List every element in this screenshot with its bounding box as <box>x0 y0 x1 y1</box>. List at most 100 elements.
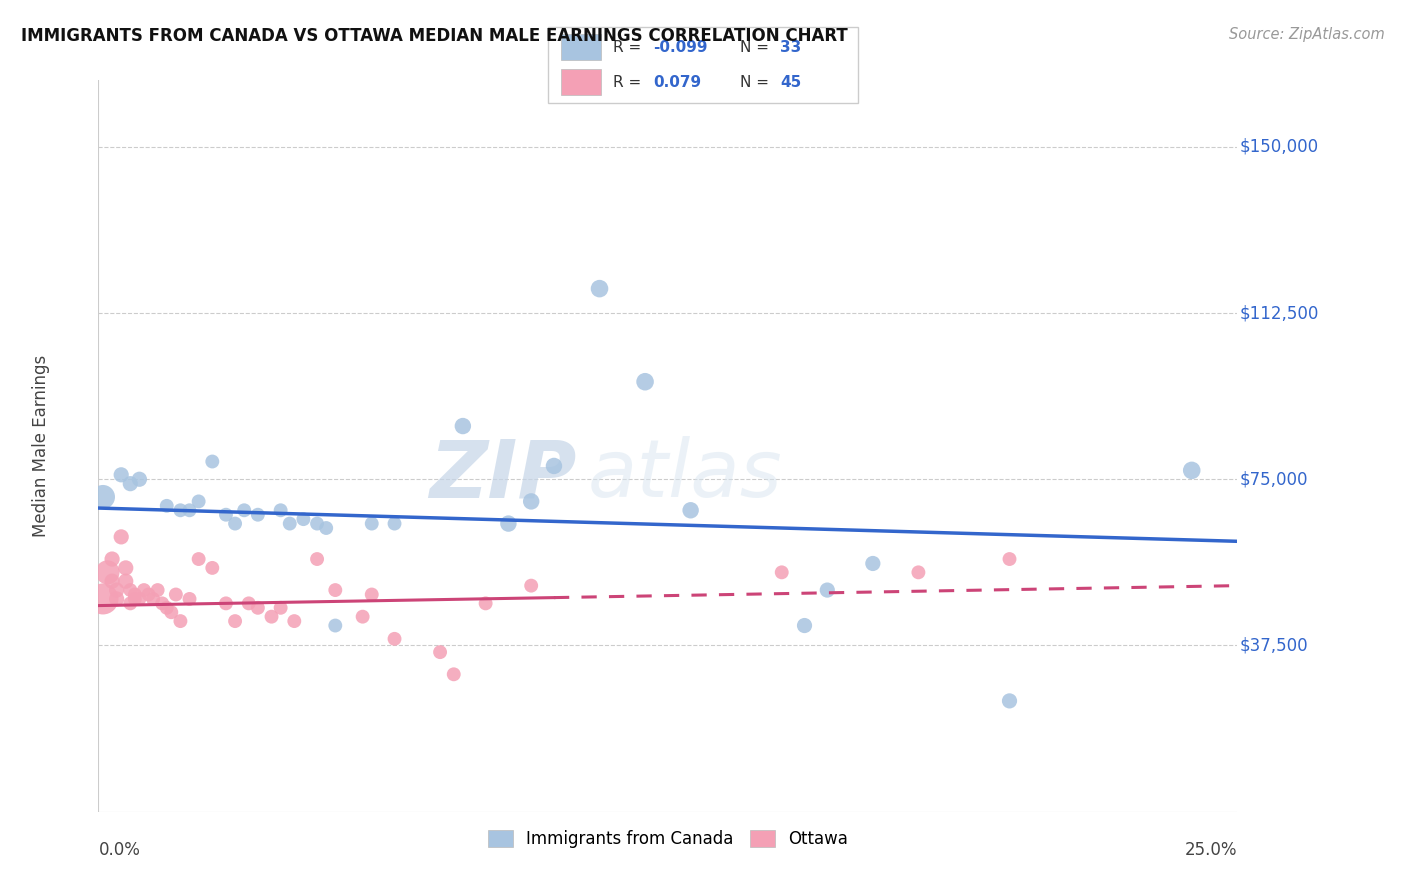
Text: -0.099: -0.099 <box>654 40 709 54</box>
Point <box>246 508 269 522</box>
Text: R =: R = <box>613 40 647 54</box>
Point <box>260 609 283 624</box>
Point <box>270 600 292 615</box>
Point <box>270 503 292 517</box>
Point <box>146 583 169 598</box>
Point <box>179 591 201 606</box>
Point <box>360 516 382 531</box>
Point <box>451 419 474 434</box>
Point <box>634 375 657 389</box>
Point <box>443 667 465 681</box>
Point <box>384 632 406 646</box>
Text: N =: N = <box>740 75 773 89</box>
Point <box>498 516 520 531</box>
Text: Median Male Earnings: Median Male Earnings <box>32 355 51 537</box>
Text: N =: N = <box>740 40 773 54</box>
Point <box>224 516 246 531</box>
Point <box>315 521 337 535</box>
Point <box>215 596 238 610</box>
Point <box>998 694 1021 708</box>
Text: 0.079: 0.079 <box>654 75 702 89</box>
Text: R =: R = <box>613 75 651 89</box>
Point <box>215 508 238 522</box>
Text: $37,500: $37,500 <box>1240 637 1308 655</box>
Point <box>105 583 128 598</box>
Text: 25.0%: 25.0% <box>1185 841 1237 859</box>
Point <box>96 566 118 580</box>
Point <box>160 605 183 619</box>
Point <box>165 587 187 601</box>
Point <box>91 591 114 606</box>
Text: atlas: atlas <box>588 436 783 515</box>
Point <box>998 552 1021 566</box>
Point <box>292 512 315 526</box>
Point <box>91 490 114 504</box>
Point <box>169 503 191 517</box>
Text: 0.0%: 0.0% <box>98 841 141 859</box>
Bar <box>561 34 600 60</box>
Point <box>201 561 224 575</box>
Point <box>907 566 929 580</box>
Point <box>179 503 201 517</box>
Text: $75,000: $75,000 <box>1240 470 1308 488</box>
Point <box>474 596 496 610</box>
Point <box>187 552 209 566</box>
Point <box>862 557 884 571</box>
Point <box>169 614 191 628</box>
Point <box>150 596 173 610</box>
Text: 45: 45 <box>780 75 801 89</box>
Point <box>815 583 838 598</box>
Point <box>110 530 132 544</box>
Point <box>278 516 301 531</box>
Point <box>128 472 150 486</box>
Text: $112,500: $112,500 <box>1240 304 1319 322</box>
FancyBboxPatch shape <box>548 27 858 103</box>
Point <box>283 614 305 628</box>
Point <box>246 600 269 615</box>
Point <box>233 503 256 517</box>
Point <box>156 600 179 615</box>
Point <box>124 591 146 606</box>
Point <box>120 596 142 610</box>
Point <box>307 552 329 566</box>
Bar <box>561 70 600 95</box>
Point <box>120 476 142 491</box>
Point <box>142 591 165 606</box>
Point <box>384 516 406 531</box>
Point <box>520 494 543 508</box>
Text: 33: 33 <box>780 40 801 54</box>
Point <box>138 587 160 601</box>
Point <box>429 645 451 659</box>
Point <box>110 467 132 482</box>
Point <box>124 587 146 601</box>
Point <box>360 587 382 601</box>
Point <box>793 618 815 632</box>
Point <box>520 579 543 593</box>
Point <box>543 458 565 473</box>
Point <box>352 609 374 624</box>
Text: $150,000: $150,000 <box>1240 137 1319 156</box>
Point <box>128 591 150 606</box>
Point <box>1181 463 1204 477</box>
Text: Source: ZipAtlas.com: Source: ZipAtlas.com <box>1229 27 1385 42</box>
Point <box>156 499 179 513</box>
Point <box>323 583 346 598</box>
Point <box>238 596 260 610</box>
Point <box>224 614 246 628</box>
Point <box>101 552 124 566</box>
Point <box>201 454 224 468</box>
Point <box>307 516 329 531</box>
Point <box>101 574 124 589</box>
Point <box>105 591 128 606</box>
Point <box>323 618 346 632</box>
Point <box>679 503 702 517</box>
Point <box>187 494 209 508</box>
Point <box>114 574 136 589</box>
Point <box>114 561 136 575</box>
Text: ZIP: ZIP <box>429 436 576 515</box>
Point <box>770 566 793 580</box>
Point <box>132 583 155 598</box>
Point <box>120 583 142 598</box>
Text: IMMIGRANTS FROM CANADA VS OTTAWA MEDIAN MALE EARNINGS CORRELATION CHART: IMMIGRANTS FROM CANADA VS OTTAWA MEDIAN … <box>21 27 848 45</box>
Point <box>588 282 610 296</box>
